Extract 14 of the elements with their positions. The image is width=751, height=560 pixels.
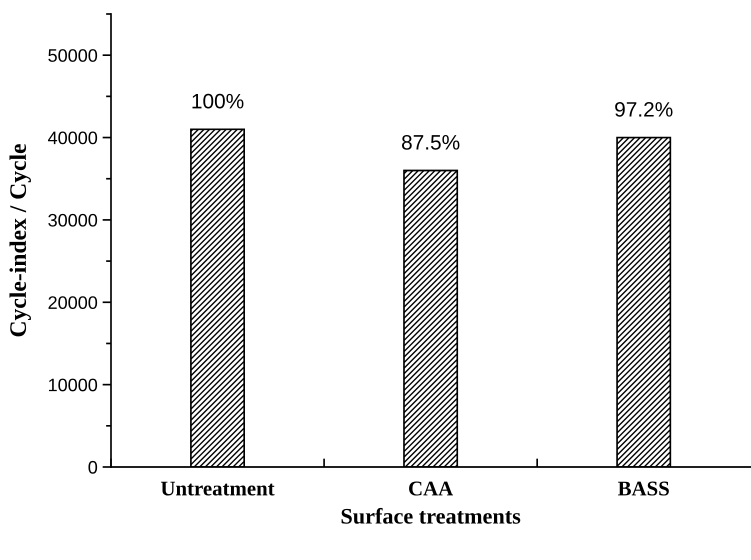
y-tick-label: 0 <box>88 460 98 474</box>
y-tick-label: 20000 <box>48 296 98 309</box>
x-tick-label: BASS <box>618 482 669 496</box>
y-tick-label: 30000 <box>48 214 98 227</box>
x-axis-title: Surface treatments <box>342 508 520 524</box>
annotation: 100% <box>192 94 244 109</box>
x-tick-label: Untreatment <box>160 482 275 496</box>
x-tick-label: CAA <box>409 482 454 496</box>
y-tick-label: 40000 <box>48 131 98 144</box>
annotation: 97.2% <box>615 102 673 117</box>
y-tick-label: 50000 <box>48 49 98 62</box>
y-axis-title: Cycle-index / Cycle <box>9 144 31 336</box>
annotation: 87.5% <box>402 134 460 150</box>
y-tick-label: 10000 <box>48 378 98 392</box>
